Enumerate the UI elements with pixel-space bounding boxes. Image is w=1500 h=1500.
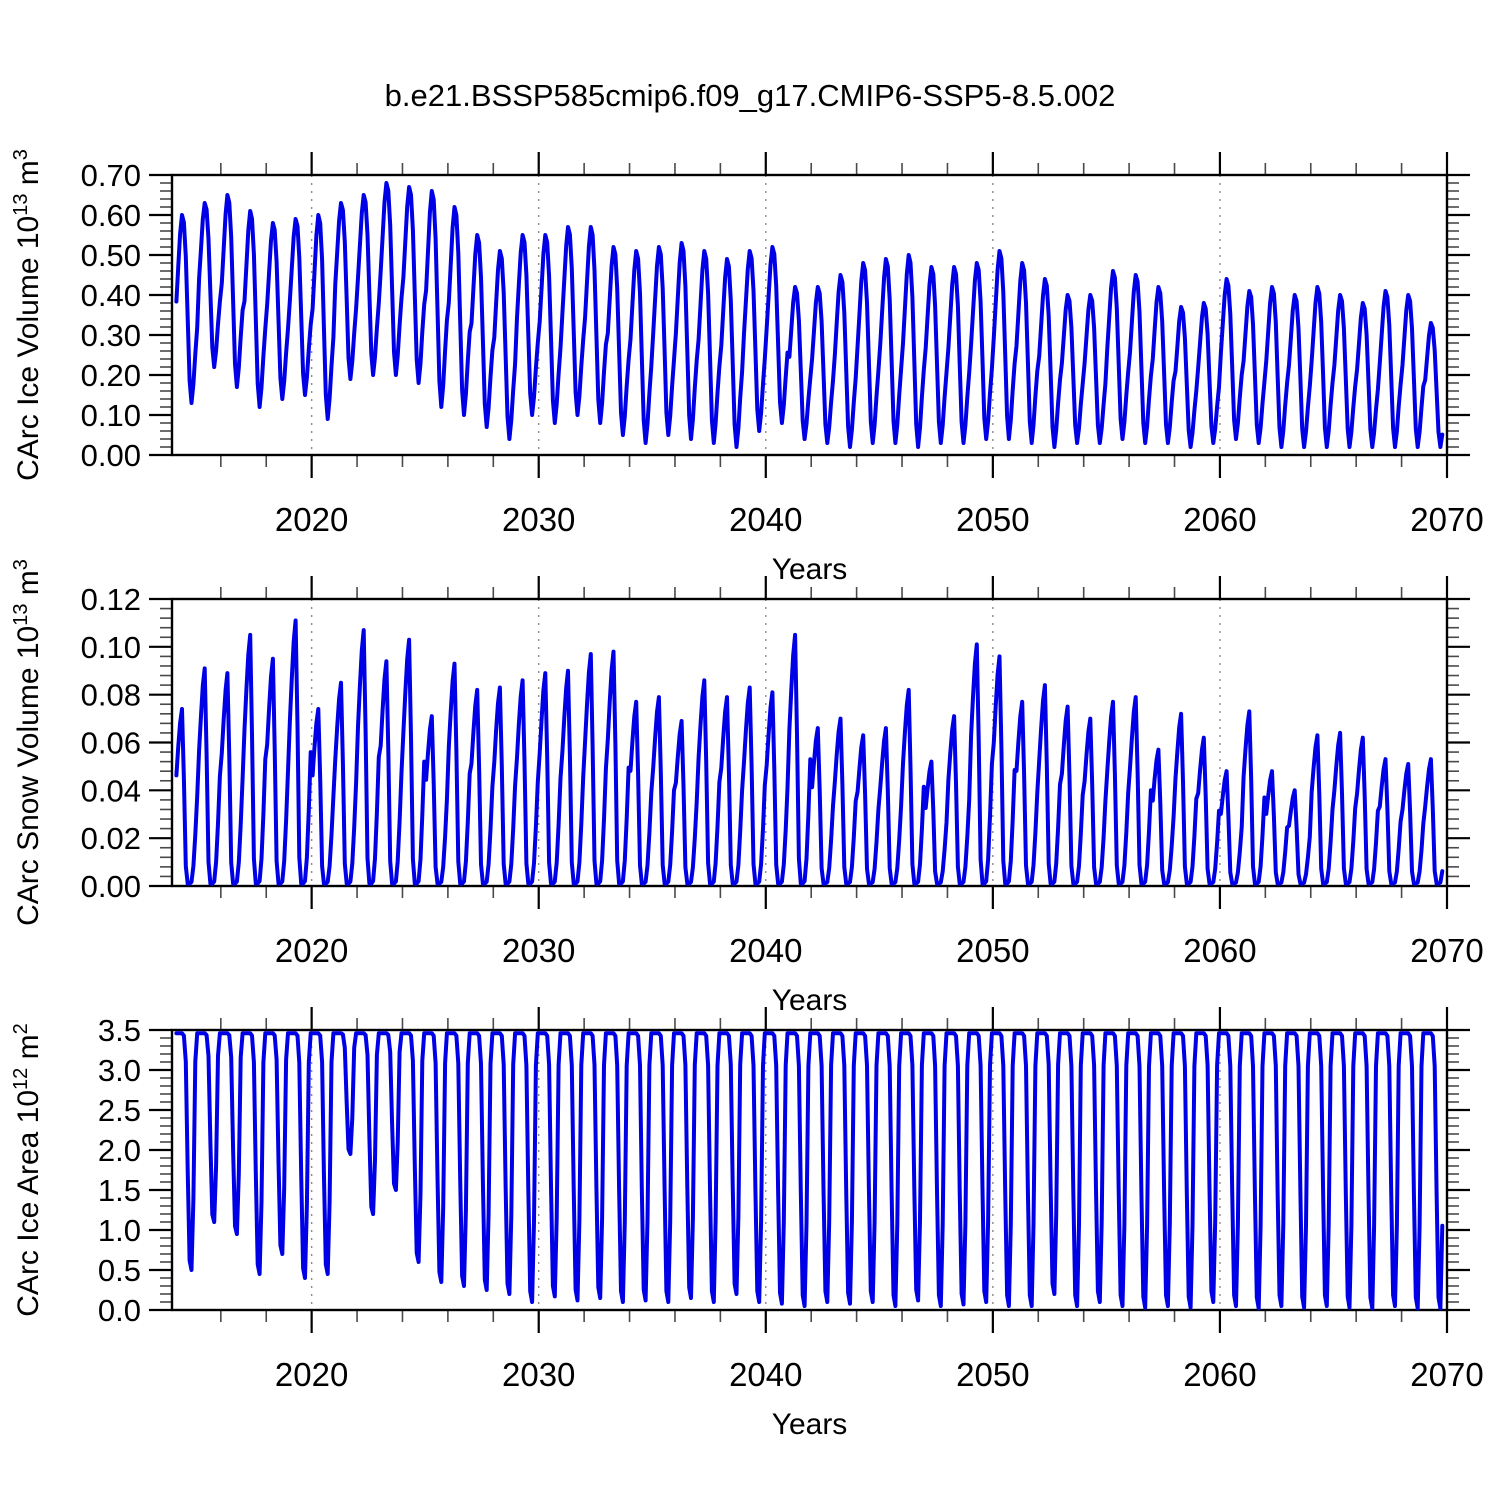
y-tick-label: 0.00 — [81, 869, 141, 904]
x-tick-label: 2060 — [1183, 1356, 1256, 1393]
x-tick-label: 2050 — [956, 1356, 1029, 1393]
y-tick-label: 0.30 — [81, 318, 141, 353]
panel-carc-snow-volume: 0.00 0.02 0.04 0.06 0.08 0.10 0.12 2020 2030 2040… — [10, 559, 1484, 1017]
y-tick-label: 0.08 — [81, 678, 141, 713]
panel-frame — [170, 173, 1449, 457]
y-tick-label: 0.70 — [81, 158, 141, 193]
y-tick-label: 2.5 — [98, 1093, 141, 1128]
y-tick-label: 0.10 — [81, 630, 141, 665]
y-tick-label: 0.00 — [81, 438, 141, 473]
x-tick-label: 2030 — [502, 1356, 575, 1393]
x-tick-label: 2030 — [502, 501, 575, 538]
y-tick-label: 0.20 — [81, 358, 141, 393]
x-tick-label: 2040 — [729, 501, 802, 538]
x-axis-title: Years — [772, 553, 848, 586]
y-tick-label: 1.0 — [98, 1213, 141, 1248]
y-axis-title: CArc Ice Area 1012 m2 — [10, 1023, 45, 1316]
panel-frame — [170, 1028, 1449, 1312]
y-tick-label: 0.50 — [81, 238, 141, 273]
x-axis-title: Years — [772, 1408, 848, 1441]
panel-carc-ice-area: 0.0 0.5 1.0 1.5 2.0 2.5 3.0 3.5 2020 2030 2040 2050… — [10, 1007, 1484, 1441]
y-tick-label: 2.0 — [98, 1133, 141, 1168]
series-line — [174, 618, 1445, 886]
y-tick-label: 0.0 — [98, 1293, 141, 1328]
x-tick-label: 2070 — [1410, 501, 1483, 538]
x-tick-label: 2070 — [1410, 932, 1483, 969]
series-line — [174, 181, 1445, 449]
series-line — [174, 1031, 1445, 1311]
y-tick-label: 0.12 — [81, 582, 141, 617]
y-tick-label: 1.5 — [98, 1173, 141, 1208]
y-axis-title: CArc Snow Volume 1013 m3 — [10, 559, 45, 926]
y-tick-label: 0.60 — [81, 198, 141, 233]
y-tick-label: 0.02 — [81, 821, 141, 856]
y-tick-label: 0.40 — [81, 278, 141, 313]
figure-title: b.e21.BSSP585cmip6.f09_g17.CMIP6-SSP5-8.… — [384, 78, 1116, 113]
y-axis-title: CArc Ice Volume 1013 m3 — [10, 149, 45, 481]
panel-carc-ice-volume: 0.00 0.10 0.20 0.30 0.40 0.50 0.60 0.70 2020 2030… — [10, 149, 1484, 586]
y-tick-label: 0.04 — [81, 773, 141, 808]
x-tick-label: 2040 — [729, 1356, 802, 1393]
y-tick-label: 3.5 — [98, 1013, 141, 1048]
y-tick-label: 0.5 — [98, 1253, 141, 1288]
x-tick-label: 2020 — [275, 1356, 348, 1393]
x-tick-label: 2060 — [1183, 501, 1256, 538]
x-tick-label: 2050 — [956, 932, 1029, 969]
x-tick-label: 2020 — [275, 501, 348, 538]
panel-frame — [170, 597, 1449, 888]
x-axis-title: Years — [772, 984, 848, 1017]
x-tick-label: 2030 — [502, 932, 575, 969]
y-tick-label: 0.06 — [81, 726, 141, 761]
x-tick-label: 2040 — [729, 932, 802, 969]
x-tick-label: 2050 — [956, 501, 1029, 538]
y-tick-label: 3.0 — [98, 1053, 141, 1088]
x-tick-label: 2060 — [1183, 932, 1256, 969]
x-tick-label: 2070 — [1410, 1356, 1483, 1393]
x-tick-label: 2020 — [275, 932, 348, 969]
y-tick-label: 0.10 — [81, 398, 141, 433]
